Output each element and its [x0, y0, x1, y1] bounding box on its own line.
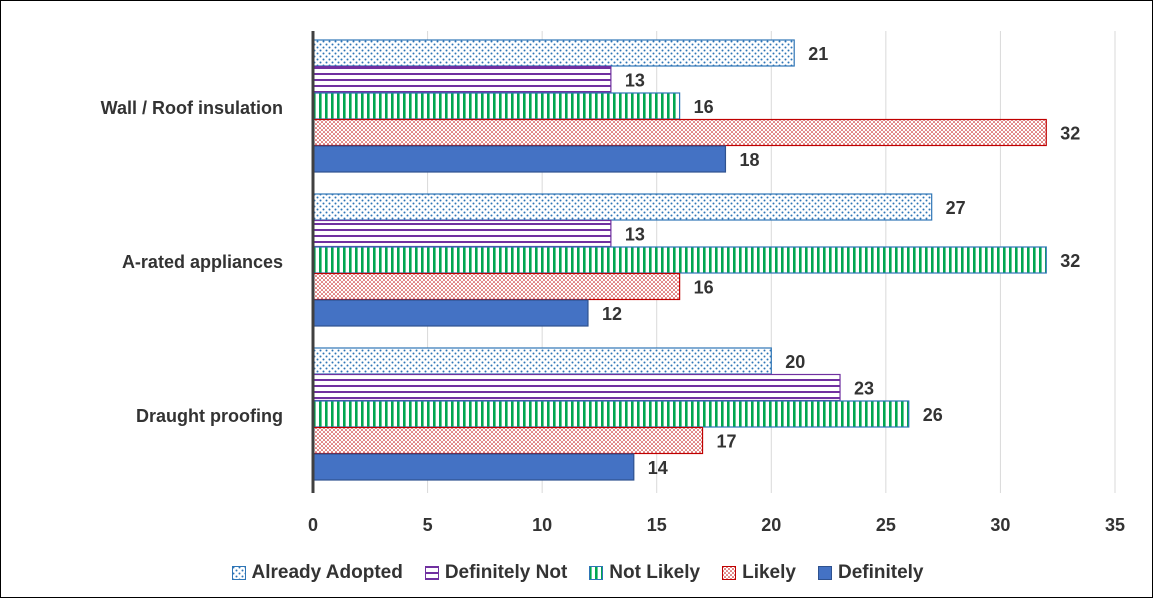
value-label-wall-roof-insulation-already-adopted: 21: [808, 44, 828, 64]
legend-label-not-likely: Not Likely: [609, 562, 701, 583]
bar-wall-roof-insulation-definitely-not: [312, 65, 612, 94]
x-tick-label-35: 35: [1105, 515, 1125, 535]
legend-swatch-already-adopted: [231, 566, 246, 580]
bar-wall-roof-insulation-definitely: [312, 145, 727, 173]
category-label-draught-proofing: Draught proofing: [136, 406, 283, 426]
legend-label-already-adopted: Already Adopted: [251, 562, 403, 583]
legend-item-likely[interactable]: Likely: [722, 562, 796, 584]
x-tick-label-0: 0: [308, 515, 318, 535]
x-tick-label-30: 30: [990, 515, 1010, 535]
legend-label-definitely-not: Definitely Not: [444, 562, 568, 583]
bar-draught-proofing-likely: [312, 426, 704, 455]
value-label-a-rated-appliances-not-likely: 32: [1060, 251, 1080, 271]
bar-a-rated-appliances-likely: [312, 272, 681, 301]
labels: 0 5 10 15 20 25 30 35 21 13 16 32 18 Wall / Roof insu…: [101, 44, 1125, 535]
value-label-draught-proofing-definitely: 14: [648, 458, 668, 478]
legend-item-definitely[interactable]: Definitely: [817, 562, 924, 584]
value-label-wall-roof-insulation-definitely-not: 13: [625, 70, 645, 90]
legend-swatch-not-likely: [589, 566, 604, 580]
value-label-a-rated-appliances-likely: 16: [694, 277, 714, 297]
bar-draught-proofing-definitely-not: [312, 373, 841, 402]
value-label-a-rated-appliances-definitely: 12: [602, 304, 622, 324]
bar-wall-roof-insulation-not-likely: [312, 92, 681, 120]
bar-a-rated-appliances-already-adopted: [312, 193, 933, 221]
x-tick-label-5: 5: [423, 515, 433, 535]
x-tick-label-25: 25: [876, 515, 896, 535]
legend-swatch-definitely: [817, 566, 832, 580]
bar-wall-roof-insulation-already-adopted: [312, 39, 795, 67]
bar-a-rated-appliances-definitely: [312, 299, 589, 327]
value-label-draught-proofing-likely: 17: [717, 431, 737, 451]
legend: Already Adopted Definitely Not Not Likel…: [1, 558, 1153, 588]
value-label-a-rated-appliances-definitely-not: 13: [625, 224, 645, 244]
value-label-wall-roof-insulation-definitely: 18: [739, 150, 759, 170]
legend-item-not-likely[interactable]: Not Likely: [589, 562, 700, 584]
legend-item-definitely-not[interactable]: Definitely Not: [424, 562, 568, 584]
value-label-a-rated-appliances-already-adopted: 27: [946, 198, 966, 218]
value-label-draught-proofing-already-adopted: 20: [785, 352, 805, 372]
x-tick-label-10: 10: [532, 515, 552, 535]
legend-label-likely: Likely: [742, 562, 796, 583]
bars: [312, 39, 1047, 481]
x-tick-label-20: 20: [761, 515, 781, 535]
value-label-draught-proofing-definitely-not: 23: [854, 378, 874, 398]
category-label-wall-roof-insulation: Wall / Roof insulation: [101, 98, 283, 118]
bar-a-rated-appliances-not-likely: [312, 246, 1047, 274]
value-label-draught-proofing-not-likely: 26: [923, 405, 943, 425]
legend-label-definitely: Definitely: [837, 562, 924, 583]
x-tick-label-15: 15: [647, 515, 667, 535]
legend-swatch-likely: [722, 566, 737, 580]
bar-a-rated-appliances-definitely-not: [312, 219, 612, 248]
value-label-wall-roof-insulation-not-likely: 16: [694, 97, 714, 117]
legend-item-already-adopted[interactable]: Already Adopted: [231, 562, 403, 584]
bar-draught-proofing-definitely: [312, 453, 635, 481]
bar-chart: 0 5 10 15 20 25 30 35 21 13 16 32 18 Wall / Roof insu…: [101, 31, 1125, 535]
value-label-wall-roof-insulation-likely: 32: [1060, 123, 1080, 143]
category-label-a-rated-appliances: A-rated appliances: [122, 252, 283, 272]
legend-swatch-definitely-not: [424, 566, 439, 580]
bar-wall-roof-insulation-likely: [312, 118, 1047, 147]
bar-draught-proofing-not-likely: [312, 400, 910, 428]
bar-draught-proofing-already-adopted: [312, 347, 772, 375]
